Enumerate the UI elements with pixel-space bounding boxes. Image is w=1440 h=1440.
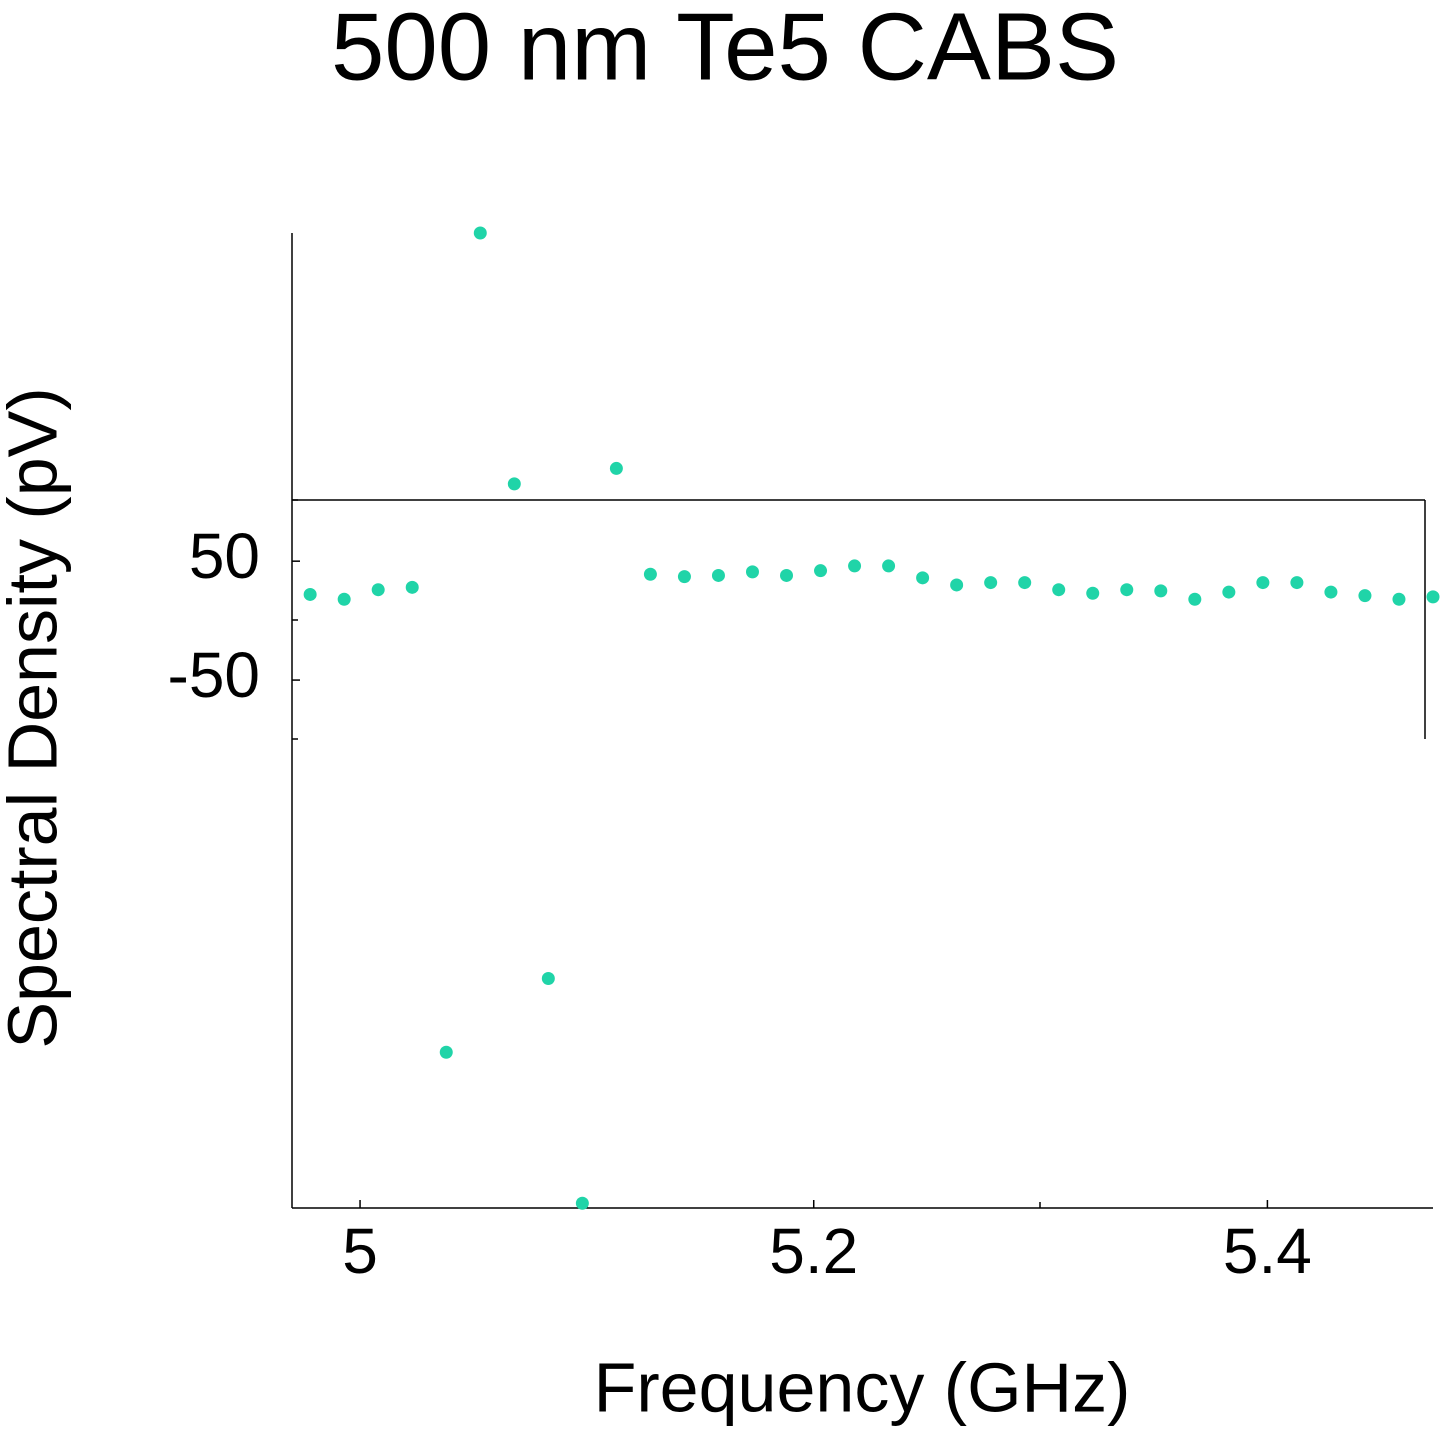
- x-axis-label: Frequency (GHz): [594, 1348, 1131, 1426]
- x-tick-label: 5: [342, 1215, 378, 1287]
- point: [882, 559, 896, 573]
- y-tick-label: 50: [189, 520, 260, 592]
- point: [371, 583, 385, 597]
- point: [814, 564, 828, 578]
- point: [575, 1196, 589, 1210]
- y-axis-label: Spectral Density (pV): [0, 387, 71, 1048]
- point: [303, 587, 317, 601]
- point: [1324, 585, 1338, 599]
- point: [337, 592, 351, 606]
- point: [984, 576, 998, 590]
- point: [1290, 576, 1304, 590]
- point: [1358, 589, 1372, 603]
- point: [1256, 576, 1270, 590]
- x-tick-label: 5.4: [1223, 1215, 1312, 1287]
- point: [950, 578, 964, 592]
- point: [1188, 592, 1202, 606]
- point: [439, 1045, 453, 1059]
- point: [848, 559, 862, 573]
- point: [507, 477, 521, 491]
- point: [1154, 584, 1168, 598]
- point: [405, 580, 419, 594]
- point: [541, 972, 555, 986]
- y-tick-label: -50: [168, 639, 261, 711]
- point: [1120, 583, 1134, 597]
- point: [745, 565, 759, 579]
- point: [1392, 592, 1406, 606]
- chart-title: 500 nm Te5 CABS: [331, 0, 1119, 100]
- point: [711, 568, 725, 582]
- x-tick-label: 5.2: [769, 1215, 858, 1287]
- point: [1052, 583, 1066, 597]
- point: [916, 571, 930, 585]
- point: [780, 568, 794, 582]
- point: [609, 461, 623, 475]
- point: [1222, 585, 1236, 599]
- point: [473, 226, 487, 240]
- point: [1018, 576, 1032, 590]
- point: [677, 570, 691, 584]
- point: [643, 567, 657, 581]
- point: [1086, 586, 1100, 600]
- point: [1426, 590, 1440, 604]
